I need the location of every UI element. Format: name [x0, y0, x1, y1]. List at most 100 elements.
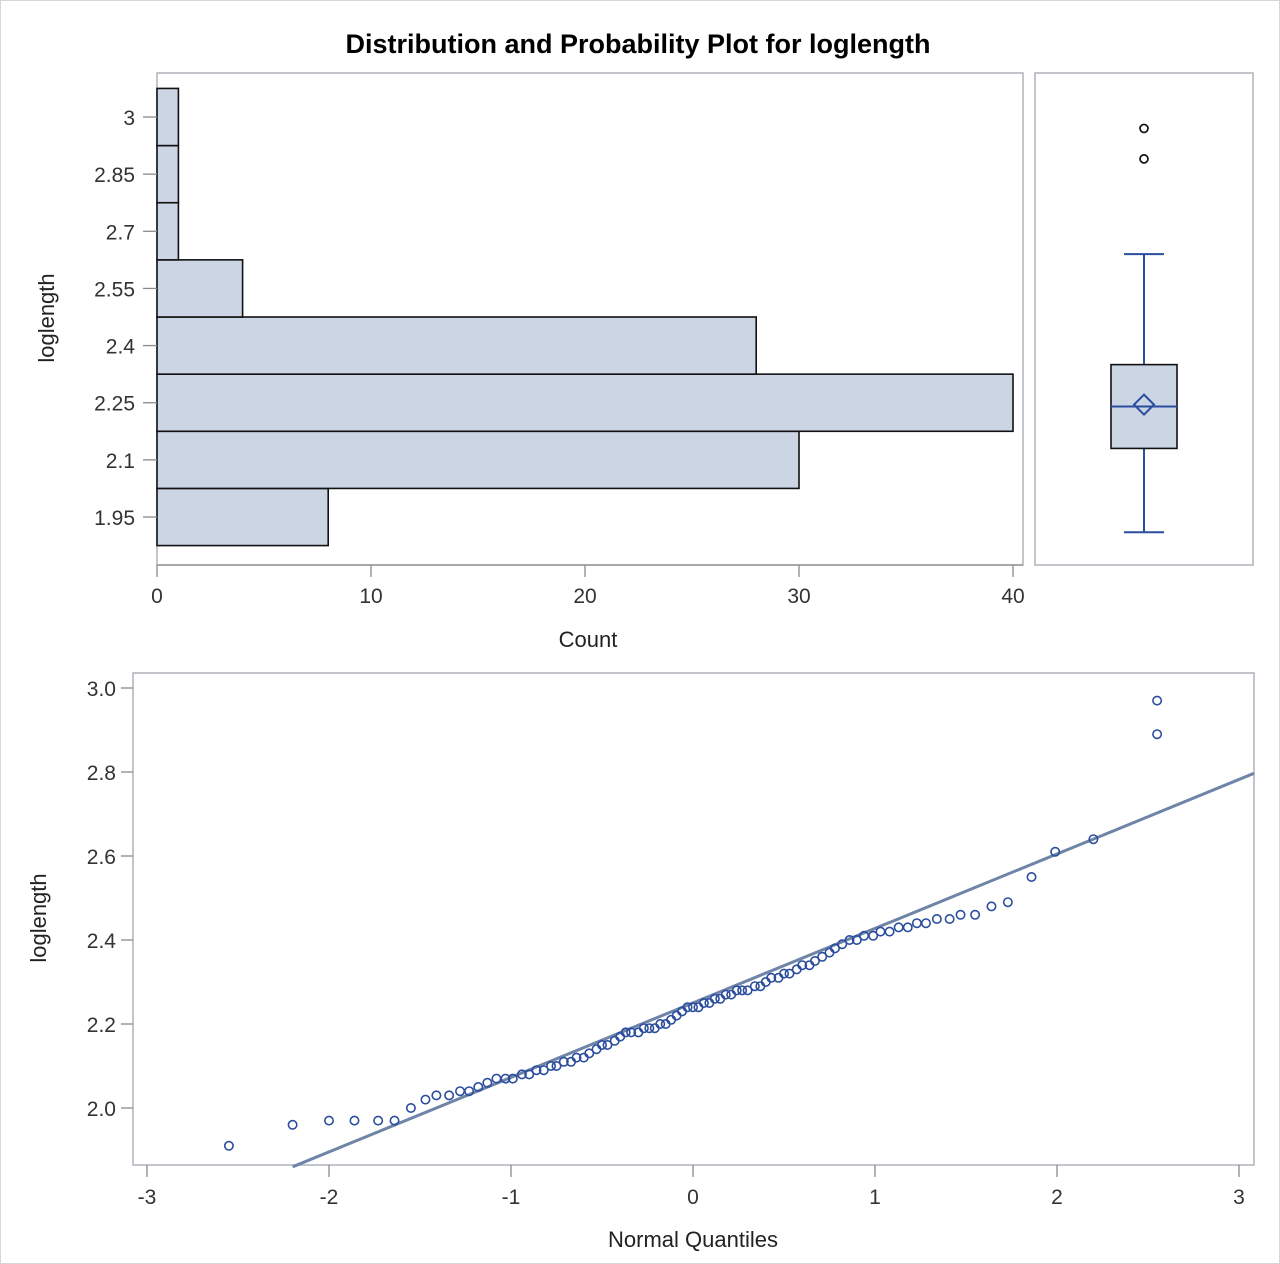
qq-point: [687, 1002, 698, 1013]
qq-point: [1088, 834, 1099, 845]
qq-reference-line-group: [292, 771, 1255, 1169]
boxplot: [1110, 123, 1178, 534]
qq-y-tick-label: 2.8: [87, 762, 116, 785]
qq-point: [531, 1065, 542, 1076]
qq-y-axis: 2.0 2.2 2.4 2.6 2.8 3.0: [87, 678, 133, 1121]
qq-point: [1026, 871, 1037, 882]
qq-point: [596, 1040, 607, 1051]
qq-x-tick-label: -1: [502, 1186, 521, 1209]
qq-y-tick-label: 2.6: [87, 846, 116, 869]
qq-point: [1152, 695, 1163, 706]
boxplot-outlier: [1139, 123, 1149, 134]
qq-point: [797, 960, 808, 971]
qq-x-tick-label: 3: [1233, 1186, 1245, 1209]
boxplot-outlier: [1139, 154, 1149, 164]
qq-point: [655, 1018, 666, 1029]
qq-y-tick-label: 3.0: [87, 678, 116, 701]
qq-point: [731, 985, 742, 996]
qq-point: [644, 1023, 655, 1034]
qq-x-tick-label: -3: [138, 1186, 157, 1209]
histogram-y-tick-label: 2.25: [94, 393, 135, 416]
qq-point: [323, 1115, 334, 1126]
qq-point: [1002, 897, 1013, 908]
chart-title: Distribution and Probability Plot for lo…: [346, 29, 931, 59]
qq-point: [817, 951, 828, 962]
histogram-y-tick-label: 1.95: [94, 507, 135, 530]
histogram-bar: [156, 430, 800, 490]
qq-point: [626, 1027, 637, 1038]
qq-x-axis-label: Normal Quantiles: [608, 1227, 778, 1252]
histogram-bar: [156, 144, 180, 204]
qq-point: [405, 1103, 416, 1114]
qq-point: [507, 1073, 518, 1084]
qq-point: [473, 1082, 484, 1093]
qq-x-tick-label: 0: [687, 1186, 699, 1209]
histogram-x-axis-label: Count: [559, 627, 618, 652]
qq-x-tick-label: 2: [1051, 1186, 1063, 1209]
qq-point: [444, 1090, 455, 1101]
histogram-bar: [156, 487, 329, 547]
qq-y-tick-label: 2.0: [87, 1098, 116, 1121]
qq-y-tick-label: 2.2: [87, 1014, 116, 1037]
qq-point: [737, 985, 748, 996]
qq-point: [809, 955, 820, 966]
qq-point: [558, 1056, 569, 1067]
qq-reference-line: [292, 771, 1255, 1169]
qq-point: [620, 1027, 631, 1038]
histogram-x-tick-label: 10: [359, 585, 382, 608]
qq-point: [420, 1094, 431, 1105]
histogram-y-axis: 1.95 2.1 2.25 2.4 2.55 2.7 2.85 3: [94, 107, 157, 530]
qq-point: [373, 1115, 384, 1126]
qq-point: [1152, 729, 1163, 740]
qq-point: [431, 1090, 442, 1101]
qq-point: [1050, 846, 1061, 857]
histogram-y-tick-label: 2.55: [94, 278, 135, 301]
qq-point: [500, 1073, 511, 1084]
qq-point: [742, 985, 753, 996]
qq-point: [844, 934, 855, 945]
qq-point: [749, 981, 760, 992]
qq-point: [784, 968, 795, 979]
histogram-x-tick-label: 40: [1001, 585, 1024, 608]
qq-plot-panel: [132, 672, 1255, 1166]
histogram-bar: [156, 259, 244, 318]
qq-point: [584, 1048, 595, 1059]
qq-y-axis-label: loglength: [26, 873, 51, 962]
qq-point: [546, 1061, 557, 1072]
histogram-y-tick-label: 2.85: [94, 164, 135, 187]
qq-point: [720, 989, 731, 1000]
boxplot-mean-marker: [1132, 393, 1156, 417]
qq-point: [884, 926, 895, 937]
qq-point: [944, 913, 955, 924]
qq-point: [829, 943, 840, 954]
histogram-bar: [156, 87, 180, 147]
qq-point: [349, 1115, 360, 1126]
qq-points: [223, 695, 1163, 1151]
qq-point: [464, 1086, 475, 1097]
histogram-x-tick-label: 20: [573, 585, 596, 608]
qq-point: [986, 901, 997, 912]
qq-point: [482, 1077, 493, 1088]
qq-point: [682, 1002, 693, 1013]
histogram-bars: [156, 87, 1014, 547]
qq-point: [902, 922, 913, 933]
qq-point: [638, 1023, 649, 1034]
qq-point: [389, 1115, 400, 1126]
qq-point: [931, 913, 942, 924]
qq-point: [920, 918, 931, 929]
histogram-bar: [156, 373, 1014, 433]
histogram-y-tick-label: 2.1: [106, 450, 135, 473]
histogram-y-tick-label: 2.7: [106, 221, 135, 244]
histogram-y-axis-label: loglength: [34, 273, 59, 362]
qq-x-axis: -3 -2 -1 0 1 2 3: [138, 1165, 1245, 1209]
histogram-y-tick-label: 2.4: [106, 336, 136, 359]
qq-point: [524, 1069, 535, 1080]
histogram-x-tick-label: 30: [787, 585, 810, 608]
histogram-bar: [156, 316, 758, 375]
histogram-x-tick-label: 0: [151, 585, 163, 608]
qq-point: [698, 997, 709, 1008]
qq-point: [837, 939, 848, 950]
qq-point: [766, 972, 777, 983]
qq-x-tick-label: 1: [869, 1186, 881, 1209]
